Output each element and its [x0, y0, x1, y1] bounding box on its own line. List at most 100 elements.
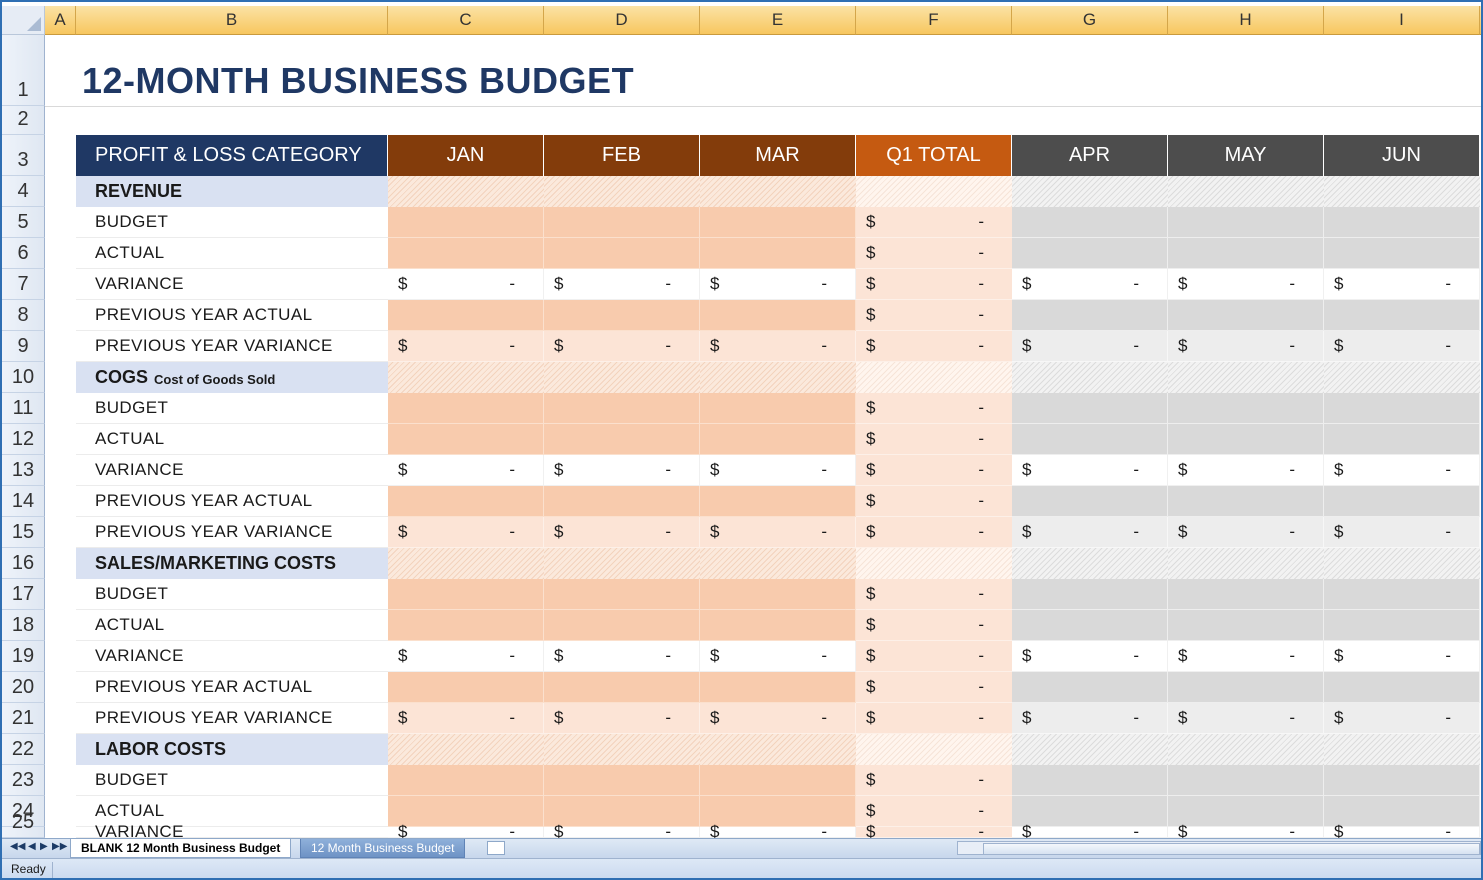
- section-band-cell[interactable]: [1324, 548, 1480, 579]
- formula-cell[interactable]: $ -: [856, 672, 1012, 703]
- input-cell[interactable]: [1012, 610, 1168, 641]
- input-cell[interactable]: [1324, 765, 1480, 796]
- row-header-24[interactable]: 24: [2, 796, 45, 827]
- section-band-cell[interactable]: [1324, 734, 1480, 765]
- input-cell[interactable]: [544, 765, 700, 796]
- input-cell[interactable]: [544, 610, 700, 641]
- input-cell[interactable]: [700, 238, 856, 269]
- section-band-cell[interactable]: [1168, 548, 1324, 579]
- input-cell[interactable]: [544, 672, 700, 703]
- section-band-cell[interactable]: [388, 548, 544, 579]
- input-cell[interactable]: [388, 796, 544, 827]
- section-band-cell[interactable]: [856, 548, 1012, 579]
- input-cell[interactable]: [1324, 796, 1480, 827]
- row-header-10[interactable]: 10: [2, 362, 45, 393]
- input-cell[interactable]: [700, 610, 856, 641]
- section-band-cell[interactable]: [1012, 362, 1168, 393]
- input-cell[interactable]: [388, 393, 544, 424]
- formula-cell[interactable]: $ -: [856, 796, 1012, 827]
- input-cell[interactable]: [700, 765, 856, 796]
- input-cell[interactable]: [388, 610, 544, 641]
- input-cell[interactable]: [700, 207, 856, 238]
- row-header-17[interactable]: 17: [2, 579, 45, 610]
- input-cell[interactable]: [700, 486, 856, 517]
- row-header-21[interactable]: 21: [2, 703, 45, 734]
- row-header-7[interactable]: 7: [2, 269, 45, 300]
- section-band-cell[interactable]: [544, 734, 700, 765]
- row-header-22[interactable]: 22: [2, 734, 45, 765]
- row-header-5[interactable]: 5: [2, 207, 45, 238]
- formula-cell[interactable]: $ -: [856, 765, 1012, 796]
- input-cell[interactable]: [388, 238, 544, 269]
- section-band-cell[interactable]: [1324, 362, 1480, 393]
- column-header-c[interactable]: C: [388, 6, 544, 35]
- row-header-20[interactable]: 20: [2, 672, 45, 703]
- formula-cell[interactable]: $ -: [856, 822, 1012, 841]
- input-cell[interactable]: [388, 579, 544, 610]
- formula-cell[interactable]: $ -: [856, 517, 1012, 548]
- input-cell[interactable]: [388, 486, 544, 517]
- input-cell[interactable]: [1168, 424, 1324, 455]
- section-band-cell[interactable]: [544, 176, 700, 207]
- row-header-8[interactable]: 8: [2, 300, 45, 331]
- section-band-cell[interactable]: [856, 362, 1012, 393]
- section-band-cell[interactable]: [856, 176, 1012, 207]
- input-cell[interactable]: [1168, 393, 1324, 424]
- formula-cell[interactable]: $ -: [856, 331, 1012, 362]
- column-header-a[interactable]: A: [45, 6, 76, 35]
- input-cell[interactable]: [1324, 300, 1480, 331]
- section-band-cell[interactable]: [388, 734, 544, 765]
- input-cell[interactable]: [1168, 610, 1324, 641]
- row-header-19[interactable]: 19: [2, 641, 45, 672]
- next-sheet-icon[interactable]: ▶: [40, 841, 48, 852]
- input-cell[interactable]: [1168, 486, 1324, 517]
- input-cell[interactable]: [1324, 579, 1480, 610]
- input-cell[interactable]: [1168, 300, 1324, 331]
- input-cell[interactable]: [1324, 207, 1480, 238]
- row-header-12[interactable]: 12: [2, 424, 45, 455]
- section-band-cell[interactable]: [544, 548, 700, 579]
- input-cell[interactable]: [700, 579, 856, 610]
- section-band-cell[interactable]: [1012, 176, 1168, 207]
- input-cell[interactable]: [1012, 393, 1168, 424]
- input-cell[interactable]: [388, 765, 544, 796]
- input-cell[interactable]: [1324, 486, 1480, 517]
- insert-sheet-icon[interactable]: [487, 841, 505, 855]
- row-header-9[interactable]: 9: [2, 331, 45, 362]
- row-header-4[interactable]: 4: [2, 176, 45, 207]
- input-cell[interactable]: [700, 672, 856, 703]
- tab-budget[interactable]: 12 Month Business Budget: [300, 839, 466, 858]
- row-header-11[interactable]: 11: [2, 393, 45, 424]
- row-header-13[interactable]: 13: [2, 455, 45, 486]
- row-header-16[interactable]: 16: [2, 548, 45, 579]
- input-cell[interactable]: [1012, 765, 1168, 796]
- input-cell[interactable]: [544, 238, 700, 269]
- formula-cell[interactable]: $ -: [856, 610, 1012, 641]
- input-cell[interactable]: [1324, 610, 1480, 641]
- section-band-cell[interactable]: [1324, 176, 1480, 207]
- row-header-23[interactable]: 23: [2, 765, 45, 796]
- formula-cell[interactable]: $ -: [856, 300, 1012, 331]
- row-header-18[interactable]: 18: [2, 610, 45, 641]
- input-cell[interactable]: [544, 579, 700, 610]
- input-cell[interactable]: [388, 424, 544, 455]
- horizontal-scrollbar[interactable]: [957, 841, 1481, 855]
- column-header-g[interactable]: G: [1012, 6, 1168, 35]
- column-header-h[interactable]: H: [1168, 6, 1324, 35]
- row-header-15[interactable]: 15: [2, 517, 45, 548]
- input-cell[interactable]: [388, 300, 544, 331]
- input-cell[interactable]: [544, 300, 700, 331]
- formula-cell[interactable]: $ -: [856, 424, 1012, 455]
- formula-cell[interactable]: $ -: [856, 455, 1012, 486]
- section-band-cell[interactable]: [700, 548, 856, 579]
- column-header-f[interactable]: F: [856, 6, 1012, 35]
- input-cell[interactable]: [1324, 424, 1480, 455]
- select-all-corner[interactable]: [2, 6, 45, 35]
- input-cell[interactable]: [1168, 672, 1324, 703]
- input-cell[interactable]: [544, 424, 700, 455]
- section-band-cell[interactable]: [1168, 176, 1324, 207]
- scrollbar-thumb[interactable]: [983, 843, 1480, 855]
- formula-cell[interactable]: $ -: [856, 393, 1012, 424]
- input-cell[interactable]: [1324, 672, 1480, 703]
- section-band-cell[interactable]: [388, 176, 544, 207]
